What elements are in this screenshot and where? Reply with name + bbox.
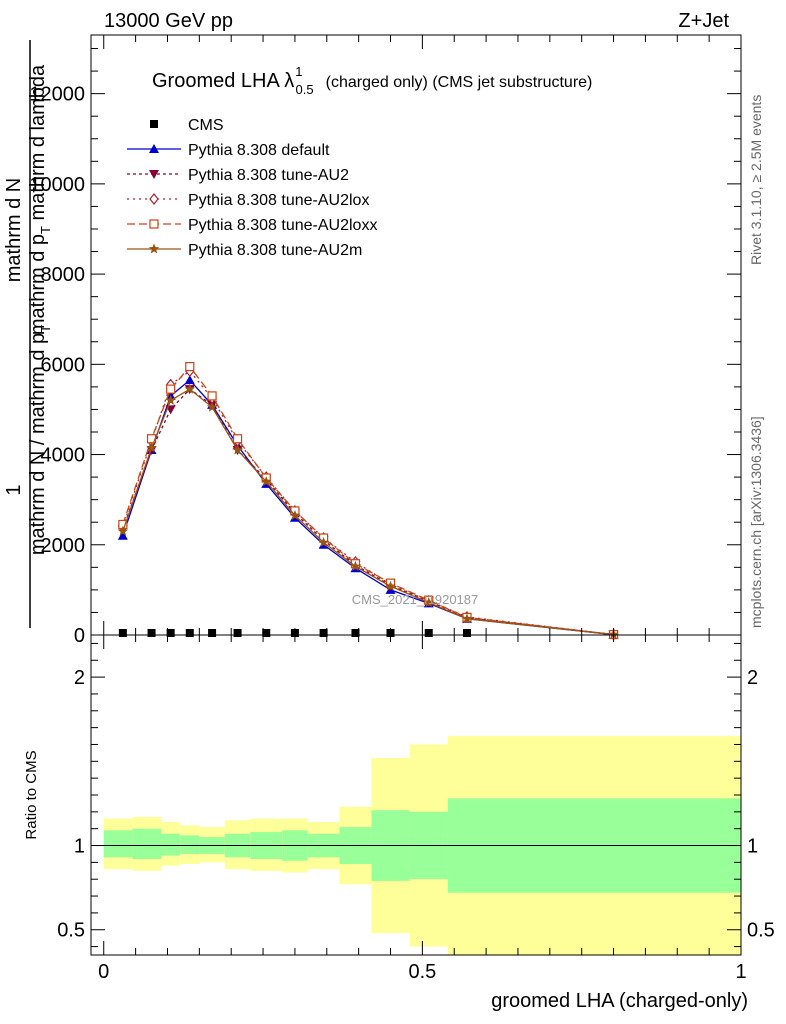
ratio-axes: 0.5 0.51 12 20 0.5 1: [57, 35, 775, 983]
main-axes: 0 2000 4000 6000 8000 10000 12000: [29, 34, 742, 647]
xtick-label-2: 1: [735, 961, 746, 983]
legend-marker-2: [149, 170, 159, 179]
ratio-ytick-label-right-1: 1: [747, 836, 758, 858]
main-series-layer: [117, 361, 619, 641]
legend-marker-3: [149, 193, 159, 205]
main-ylabel: 1 mathrm d N / mathrm d pT mathrm d N ma…: [3, 40, 53, 628]
header-right: Z+Jet: [678, 10, 729, 32]
legend-label-5: Pythia 8.308 tune-AU2m: [188, 242, 362, 259]
ylabel-lower: mathrm d N / mathrm d pT: [27, 325, 53, 555]
ratio-green-band-1: [132, 828, 162, 859]
series-5-point-4: [206, 401, 218, 412]
series-4-point-2: [166, 384, 176, 394]
legend: CMS Pythia 8.308 default Pythia 8.308 tune…: [127, 117, 377, 259]
series-0-point-12: [462, 629, 471, 637]
series-5-point-6: [261, 476, 272, 487]
ratio-green-band-2: [161, 833, 181, 856]
watermark: CMS_2021_I1920187: [352, 592, 479, 607]
main-ytick-label-1: 2000: [41, 535, 86, 557]
series-0-point-11: [424, 629, 433, 637]
series-0-point-4: [208, 629, 217, 637]
series-0-point-0: [118, 629, 127, 637]
series-0-point-2: [166, 629, 175, 637]
legend-marker-1: [149, 144, 159, 153]
xtick-label-0: 0: [98, 961, 109, 983]
series-5-point-11: [423, 597, 434, 607]
main-ytick-label-0: 0: [74, 625, 85, 647]
legend-label-0: CMS: [188, 117, 224, 134]
series-1-point-0: [117, 530, 128, 540]
series-4-point-3: [185, 361, 195, 372]
series-0-point-9: [351, 629, 360, 637]
legend-marker-0: [150, 120, 158, 128]
series-5-point-0: [117, 525, 129, 536]
series-line-5: [122, 388, 614, 636]
series-0-point-5: [233, 629, 242, 637]
legend-label-3: Pythia 8.308 tune-AU2lox: [188, 192, 369, 209]
series-5-point-5: [232, 444, 243, 455]
ratio-ytick-label-left-2: 2: [74, 667, 85, 689]
series-5-point-7: [289, 509, 301, 520]
legend-label-4: Pythia 8.308 tune-AU2loxx: [188, 217, 377, 234]
title-suffix: (charged only) (CMS jet substructure): [326, 74, 593, 91]
ylabel-one: 1: [3, 484, 25, 495]
series-5-point-8: [318, 537, 329, 547]
ratio-green-band-0: [103, 830, 133, 858]
chart-title: Groomed LHA λ1 0.5 (charged only) (CMS jet…: [152, 64, 592, 97]
main-ytick-label-3: 6000: [41, 354, 86, 376]
series-5-point-10: [385, 580, 396, 591]
ratio-green-band-3: [180, 835, 200, 854]
ratio-bands: [91, 736, 741, 955]
series-0-point-1: [147, 629, 156, 637]
series-0-point-6: [262, 629, 271, 637]
main-ytick-label-4: 8000: [41, 264, 86, 286]
series-5-point-9: [350, 560, 361, 571]
series-5-point-1: [146, 442, 157, 453]
ratio-ylabel: Ratio to CMS: [23, 750, 40, 839]
title-sup: 1: [295, 64, 302, 79]
main-ytick-label-5: 10000: [29, 174, 85, 196]
series-0-point-8: [319, 629, 328, 637]
header-left: 13000 GeV pp: [104, 10, 233, 32]
series-5: [117, 383, 619, 639]
legend-label-1: Pythia 8.308 default: [188, 142, 330, 159]
title-sub: 0.5: [296, 82, 314, 97]
legend-label-2: Pythia 8.308 tune-AU2: [188, 167, 349, 184]
series-0-point-3: [185, 629, 194, 637]
ratio-ytick-label-left-0: 0.5: [57, 920, 85, 942]
legend-marker-5: [148, 243, 160, 254]
series-5-point-3: [184, 383, 196, 394]
ylabel-upper: mathrm d N: [3, 178, 25, 282]
main-ytick-label-2: 4000: [41, 445, 86, 467]
ylabel-upper2: mathrm d pT mathrm d lambda: [27, 64, 53, 335]
ratio-ytick-label-right-2: 2: [747, 667, 758, 689]
series-4-point-5: [232, 434, 243, 444]
ratio-ytick-label-right-0: 0.5: [747, 920, 775, 942]
rivet-label: Rivet 3.1.10, ≥ 2.5M events: [748, 95, 764, 265]
main-ytick-label-6: 12000: [29, 84, 85, 106]
series-1-point-3: [184, 375, 195, 385]
series-5-point-12: [461, 613, 473, 624]
legend-marker-4: [149, 219, 159, 229]
ratio-ytick-label-left-1: 1: [74, 836, 85, 858]
series-4-point-4: [207, 391, 217, 401]
mcplots-label: mcplots.cern.ch [arXiv:1306.3436]: [748, 416, 764, 628]
series-5-point-2: [165, 394, 176, 405]
xtick-label-1: 0.5: [408, 961, 436, 983]
xlabel: groomed LHA (charged-only): [491, 990, 748, 1012]
